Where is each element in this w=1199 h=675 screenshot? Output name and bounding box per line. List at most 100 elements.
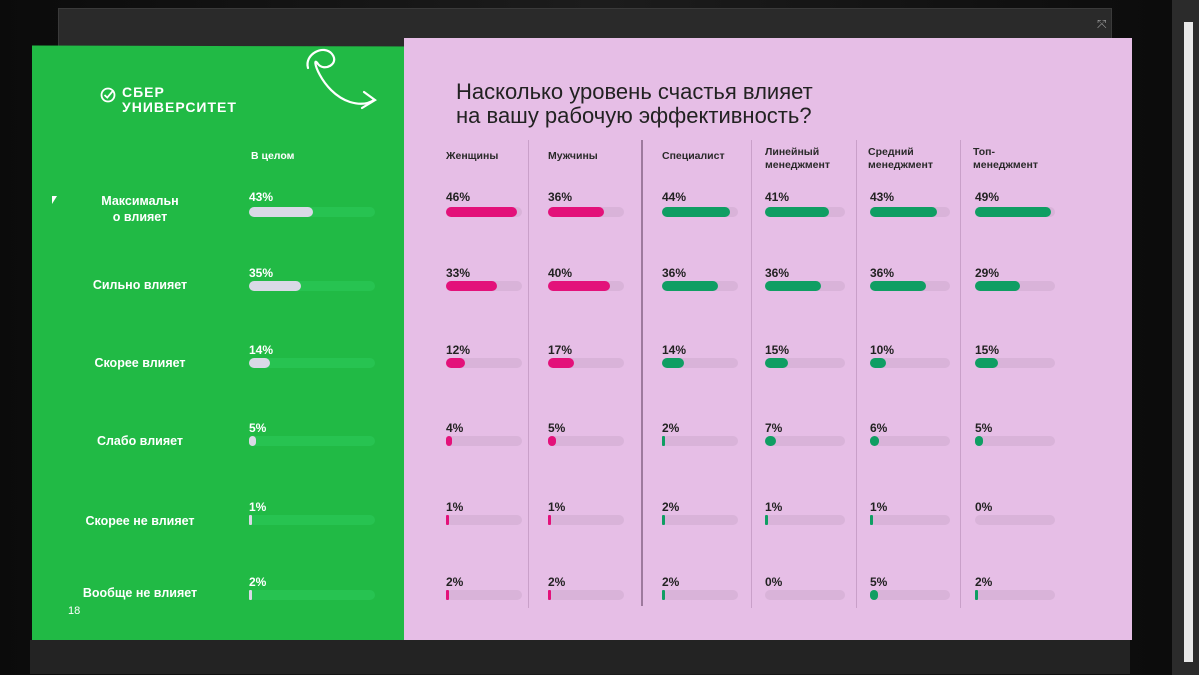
bar-track: [870, 515, 950, 525]
bar: [446, 281, 497, 291]
percent-label: 33%: [446, 266, 471, 280]
column-divider: [751, 140, 752, 608]
bar-track: [548, 281, 624, 291]
bar-track: [548, 207, 624, 217]
bar-track: [548, 515, 624, 525]
percent-label: 7%: [765, 421, 783, 435]
row-label: Сильно влияет: [92, 278, 188, 292]
bar-track: [249, 207, 375, 217]
percent-label: 2%: [548, 575, 566, 589]
left-panel: [32, 45, 414, 643]
bar: [870, 590, 878, 600]
bar: [765, 207, 829, 217]
decorative-arrow-icon: [306, 48, 377, 110]
bar: [765, 281, 821, 291]
presentation-bottom-bar: [30, 640, 1130, 674]
bar: [870, 515, 873, 525]
column-header: Топ- менеджмент: [973, 146, 1038, 171]
percent-label: 2%: [662, 421, 680, 435]
title-line1: Насколько уровень счастья влияет: [456, 79, 813, 104]
bar: [249, 207, 313, 217]
bar-track: [662, 281, 738, 291]
bar-track: [548, 590, 624, 600]
bar-track: [870, 436, 950, 446]
bar: [870, 207, 937, 217]
column-header: Специалист: [662, 150, 725, 162]
percent-label: 2%: [446, 575, 464, 589]
bar: [765, 358, 788, 368]
bar: [975, 436, 983, 446]
percent-label: 49%: [975, 190, 1000, 204]
bar-track: [249, 436, 375, 446]
bar: [249, 436, 256, 446]
bar: [548, 358, 574, 368]
percent-label: 1%: [446, 500, 464, 514]
percent-label: 36%: [765, 266, 790, 280]
column-header: Линейный менеджмент: [765, 146, 830, 171]
bar-track: [662, 590, 738, 600]
bar-track: [446, 207, 522, 217]
bar-track: [446, 281, 522, 291]
bar: [249, 590, 252, 600]
percent-label: 4%: [446, 421, 464, 435]
bar: [446, 207, 517, 217]
percent-label: 29%: [975, 266, 1000, 280]
column-header: Мужчины: [548, 150, 598, 162]
percent-label: 43%: [870, 190, 895, 204]
fullscreen-icon[interactable]: ⤧: [1097, 17, 1107, 31]
percent-label: 2%: [662, 575, 680, 589]
bar: [765, 436, 776, 446]
bar: [249, 281, 301, 291]
bar-track: [870, 281, 950, 291]
bar: [975, 207, 1051, 217]
bar: [548, 515, 551, 525]
percent-label: 2%: [249, 575, 267, 589]
logo-line1: СБЕР: [122, 84, 165, 100]
percent-label: 14%: [249, 343, 274, 357]
bar-track: [662, 515, 738, 525]
row-label: Максимальн о влияет: [101, 194, 179, 224]
mouse-cursor-icon: [52, 196, 57, 204]
slide-title: Насколько уровень счастья влияет на вашу…: [456, 80, 813, 128]
bar: [249, 515, 252, 525]
bar-track: [765, 590, 845, 600]
bar-track: [975, 515, 1055, 525]
bar: [249, 358, 270, 368]
percent-label: 12%: [446, 343, 471, 357]
percent-label: 46%: [446, 190, 471, 204]
percent-label: 40%: [548, 266, 573, 280]
percent-label: 44%: [662, 190, 687, 204]
bar-track: [765, 436, 845, 446]
percent-label: 41%: [765, 190, 790, 204]
bar-track: [446, 358, 522, 368]
percent-label: 14%: [662, 343, 687, 357]
percent-label: 0%: [765, 575, 783, 589]
column-header: Женщины: [446, 150, 499, 162]
right-panel: [404, 38, 1132, 640]
bar: [662, 281, 718, 291]
bar-track: [975, 281, 1055, 291]
bar-track: [446, 590, 522, 600]
bar: [662, 515, 665, 525]
percent-label: 1%: [249, 500, 267, 514]
bar-track: [548, 358, 624, 368]
percent-label: 15%: [975, 343, 1000, 357]
bar-track: [870, 207, 950, 217]
column-header: Средний менеджмент: [868, 146, 933, 171]
percent-label: 2%: [662, 500, 680, 514]
bar: [446, 358, 465, 368]
bar-track: [765, 207, 845, 217]
percent-label: 17%: [548, 343, 573, 357]
percent-label: 1%: [548, 500, 566, 514]
bar: [870, 436, 879, 446]
bar-track: [249, 358, 375, 368]
bar-track: [975, 358, 1055, 368]
logo-line2: УНИВЕРСИТЕТ: [122, 99, 237, 115]
row-label: Скорее не влияет: [85, 514, 195, 528]
bar-track: [662, 358, 738, 368]
percent-label: 15%: [765, 343, 790, 357]
column-divider: [960, 140, 961, 608]
bar: [662, 207, 730, 217]
page-number: 18: [68, 605, 81, 617]
sber-check-icon: [100, 87, 116, 103]
